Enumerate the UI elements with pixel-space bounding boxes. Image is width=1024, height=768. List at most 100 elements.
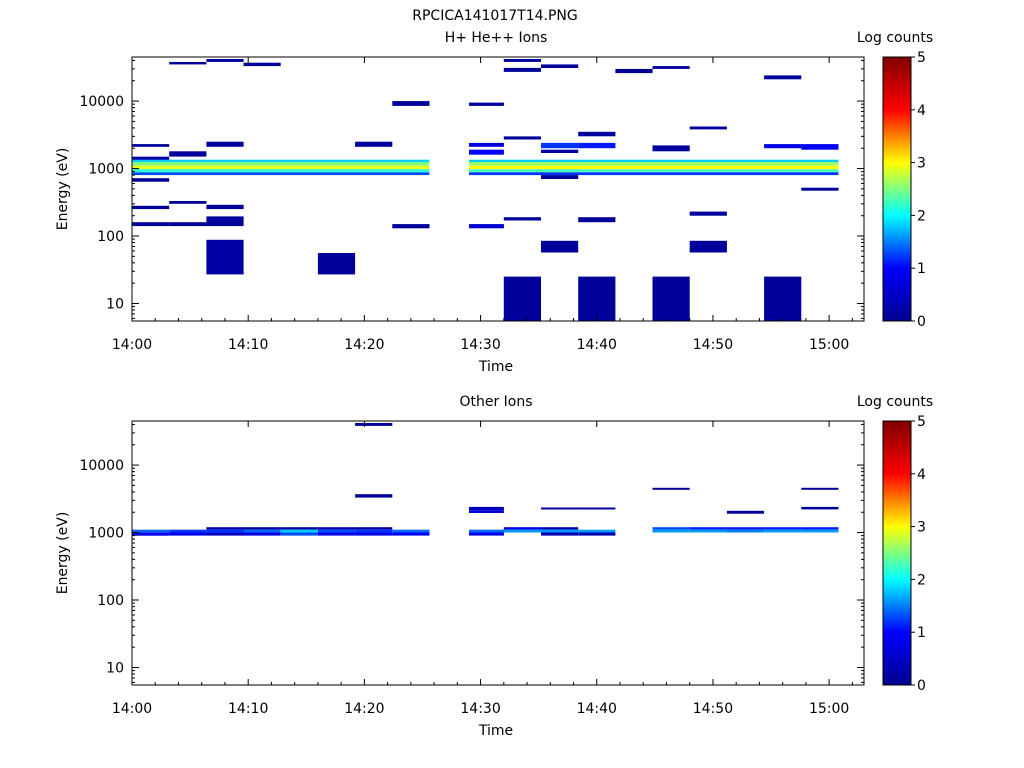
heatmap-cell	[652, 527, 690, 530]
heatmap-cell	[132, 162, 430, 166]
x-tick-label: 14:20	[344, 701, 384, 717]
heatmap-cell	[578, 276, 616, 321]
heatmap-cell	[243, 529, 281, 533]
heatmap-cell	[689, 529, 727, 533]
x-tick-label: 14:40	[577, 701, 617, 717]
axes-frame	[131, 56, 865, 322]
heatmap-cell	[206, 204, 244, 210]
heatmap-cell	[132, 144, 170, 147]
heatmap-cell	[801, 527, 839, 530]
y-tick-label: 10	[106, 296, 124, 312]
heatmap-cell	[541, 175, 579, 179]
heatmap-cell	[469, 224, 504, 229]
heatmap-cell	[469, 102, 504, 106]
heatmap-cell	[132, 159, 430, 162]
x-tick-label: 14:20	[344, 337, 384, 353]
heatmap-cell	[132, 532, 170, 536]
heatmap-cell	[206, 527, 244, 530]
y-tick-label: 1000	[88, 526, 124, 542]
heatmap-cell	[503, 527, 541, 530]
panel-other-ions: Other Ions 14:00 14:10 14:20 14:30 14:40 14:50…	[55, 394, 933, 739]
heatmap-cell	[469, 532, 504, 536]
heatmap-cell	[541, 149, 579, 153]
colorbar-tick-label: 4	[917, 103, 926, 119]
heatmap-cell	[726, 527, 765, 530]
heatmap-cell	[764, 529, 802, 533]
y-tick-label: 10000	[79, 94, 124, 110]
colorbar-tick-label: 4	[917, 467, 926, 483]
colorbar-tick-label: 0	[917, 314, 926, 330]
colorbar-tick-label: 1	[917, 261, 926, 277]
heatmap-cell	[578, 532, 616, 536]
heatmap-cell	[243, 532, 281, 536]
colorbar-tick-label: 5	[917, 414, 926, 430]
heatmap-cell	[132, 172, 430, 176]
heatmap-cell	[503, 136, 541, 140]
x-tick-label: 15:00	[809, 701, 849, 717]
colorbar-tick-label: 2	[917, 208, 926, 224]
heatmap-cell	[355, 141, 393, 147]
heatmap-cell	[317, 527, 356, 530]
heatmap-cell	[169, 529, 207, 533]
heatmap-cell	[578, 217, 616, 223]
heatmap-cell	[652, 145, 690, 150]
heatmap-cell	[280, 532, 318, 536]
x-tick-label: 14:30	[460, 337, 500, 353]
heatmap-cell	[652, 487, 690, 490]
heatmap-cell	[503, 529, 541, 533]
heatmap-cell	[355, 494, 393, 498]
heatmap-cell	[469, 165, 839, 170]
heatmap-cell	[206, 59, 244, 62]
heatmap-cell	[392, 529, 430, 533]
colorbar-tick-label: 3	[917, 156, 926, 172]
heatmap-cell	[469, 159, 839, 162]
heatmap-cell	[726, 529, 765, 533]
heatmap-cell	[169, 62, 207, 65]
heatmap-cell	[169, 222, 207, 227]
heatmap-cell	[132, 169, 430, 173]
figure-title: RPCICA141017T14.PNG	[412, 8, 577, 24]
y-axis-label: Energy (eV)	[55, 148, 71, 231]
x-tick-label: 14:40	[577, 337, 617, 353]
heatmap-cell	[541, 507, 579, 510]
y-tick-label: 100	[97, 593, 124, 609]
heatmap-cell	[243, 527, 281, 530]
colorbar-label: Log counts	[857, 394, 933, 410]
x-tick-label: 14:10	[228, 337, 268, 353]
heatmap-cell	[578, 529, 616, 533]
heatmap-cell	[541, 527, 579, 530]
heatmap-cell	[280, 529, 318, 533]
heatmap-cell	[652, 66, 690, 69]
heatmap-cell	[132, 178, 170, 182]
y-tick-label: 1000	[88, 162, 124, 178]
heatmap-cell	[469, 529, 504, 533]
colorbar	[882, 420, 912, 686]
x-tick-label: 14:50	[693, 701, 733, 717]
heatmap-cell	[764, 75, 802, 80]
heatmap-cell	[726, 510, 765, 514]
heatmap-cell	[355, 423, 393, 426]
panel-hplus-heplus: H+ He++ Ions 14:00 14:10 14:20 14:30 14:40 14:…	[55, 30, 933, 375]
heatmap-cell	[541, 240, 579, 253]
colorbar-tick-label: 0	[917, 678, 926, 694]
heatmap-cell	[206, 529, 244, 533]
colorbar	[882, 56, 912, 322]
heatmap-cell	[503, 276, 541, 321]
x-axis-label: Time	[478, 723, 513, 739]
y-tick-label: 10000	[79, 458, 124, 474]
heatmap-cell	[615, 68, 653, 74]
heatmap-cell	[541, 532, 579, 536]
heatmap-cell	[132, 529, 170, 533]
heatmap-cell	[801, 187, 839, 191]
heatmap-cell	[764, 276, 802, 321]
heatmap-cell	[132, 165, 430, 170]
heatmap-cell	[469, 162, 839, 166]
x-tick-label: 15:00	[809, 337, 849, 353]
colorbar-tick-label: 5	[917, 50, 926, 66]
heatmap-cell	[578, 142, 616, 149]
heatmap-cell	[541, 64, 579, 68]
x-tick-label: 14:00	[112, 337, 152, 353]
heatmap-cell	[317, 253, 356, 275]
heatmap-cell	[801, 487, 839, 490]
